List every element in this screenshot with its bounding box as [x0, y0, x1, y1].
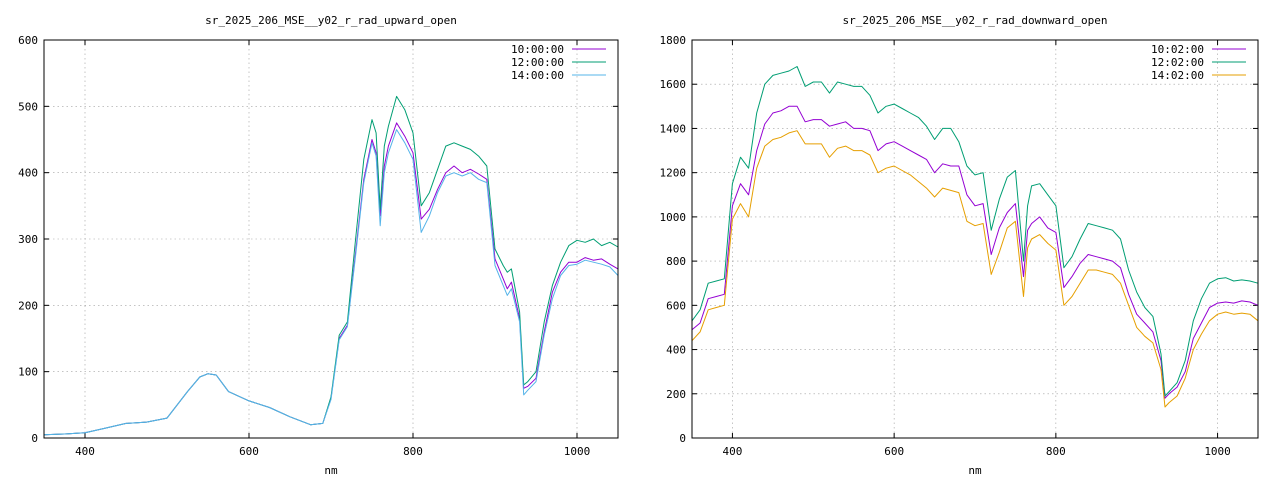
plot-frame [691, 39, 1259, 439]
legend-label: 14:02:00 [1151, 69, 1204, 82]
series-line-100000 [43, 122, 619, 436]
y-tick-label: 1000 [660, 211, 687, 224]
y-tick-label: 200 [666, 388, 686, 401]
plot-frame [43, 39, 619, 439]
y-tick-label: 1600 [660, 78, 687, 91]
y-tick-label: 600 [666, 299, 686, 312]
legend-label: 14:00:00 [511, 69, 564, 82]
legend-label: 10:02:00 [1151, 43, 1204, 56]
y-tick-label: 500 [18, 100, 38, 113]
legend-label: 12:00:00 [511, 56, 564, 69]
series-line-120200 [691, 66, 1259, 397]
series-line-120000 [43, 95, 619, 436]
x-tick-label: 600 [884, 445, 904, 458]
y-tick-label: 400 [666, 344, 686, 357]
x-axis-label: nm [968, 464, 982, 477]
legend-label: 10:00:00 [511, 43, 564, 56]
y-tick-label: 0 [31, 432, 38, 445]
y-tick-label: 200 [18, 299, 38, 312]
series-line-140200 [691, 130, 1259, 408]
series-line-140000 [43, 129, 619, 436]
x-tick-label: 1000 [1204, 445, 1231, 458]
y-tick-label: 1200 [660, 167, 687, 180]
chart-2: 0 200 400 600 800 1000 1200 1400 1600 1800 400 600 8… [660, 14, 1259, 477]
y-tick-label: 400 [18, 167, 38, 180]
y-tick-label: 0 [679, 432, 686, 445]
chart-1: 0 100 200 300 400 500 600 400 600 800 1000 sr_2025_… [18, 14, 619, 477]
y-tick-label: 1800 [660, 34, 687, 47]
y-tick-label: 100 [18, 366, 38, 379]
chart-title: sr_2025_206_MSE__y02_r_rad_downward_open [843, 14, 1108, 27]
y-tick-label: 600 [18, 34, 38, 47]
y-tick-label: 300 [18, 233, 38, 246]
x-tick-label: 400 [722, 445, 742, 458]
x-tick-label: 800 [403, 445, 423, 458]
series-line-100200 [691, 105, 1259, 399]
y-tick-label: 1400 [660, 122, 687, 135]
y-tick-label: 800 [666, 255, 686, 268]
legend-label: 12:02:00 [1151, 56, 1204, 69]
x-tick-label: 1000 [564, 445, 591, 458]
x-axis-label: nm [324, 464, 338, 477]
x-tick-label: 800 [1046, 445, 1066, 458]
x-tick-label: 400 [75, 445, 95, 458]
x-tick-label: 600 [239, 445, 259, 458]
chart-title: sr_2025_206_MSE__y02_r_rad_upward_open [205, 14, 457, 27]
